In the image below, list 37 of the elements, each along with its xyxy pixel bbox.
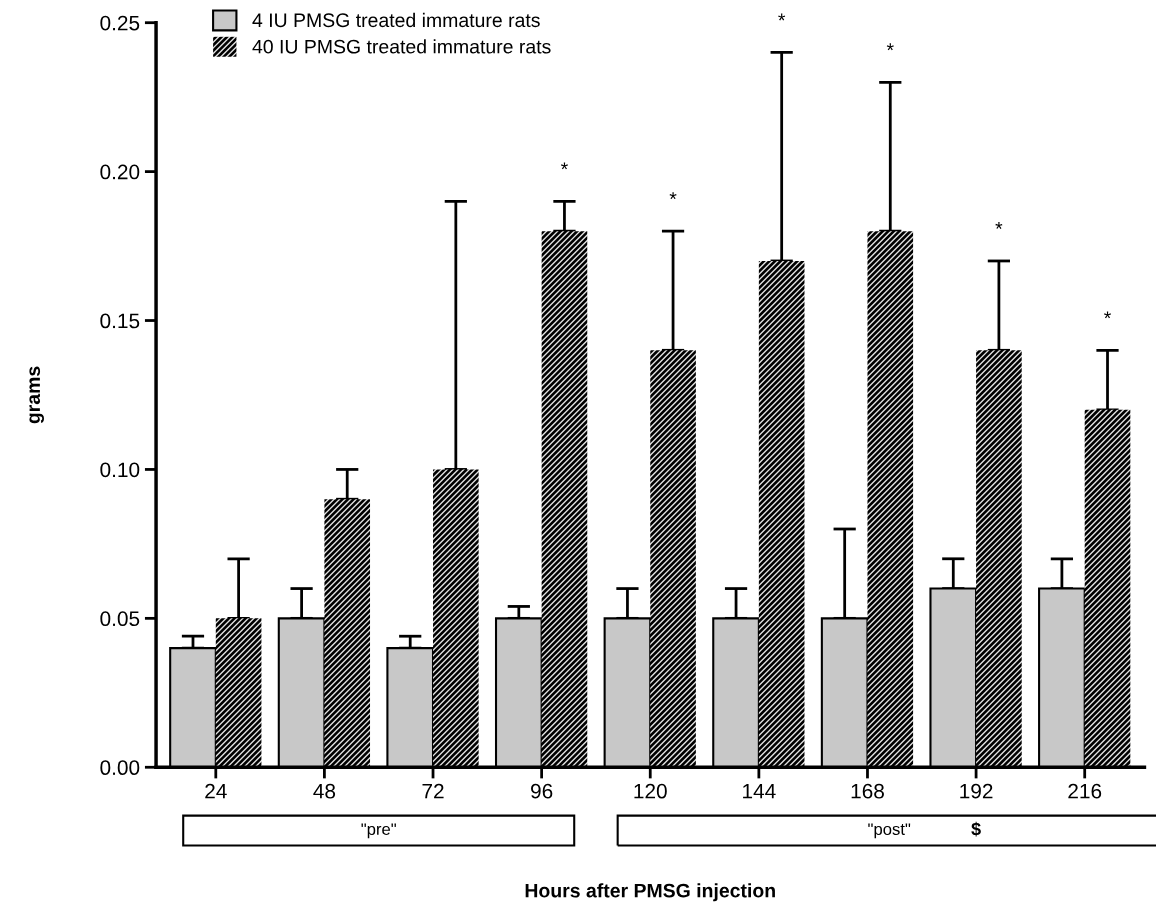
- x-axis-title: Hours after PMSG injection: [525, 883, 775, 902]
- y-tick-label: 0.15: [100, 313, 140, 329]
- y-axis-title: grams: [29, 366, 44, 424]
- bar: [1084, 409, 1131, 768]
- x-tick-label: 144: [743, 784, 776, 799]
- annotation: *: [886, 43, 894, 51]
- annotation: *: [669, 192, 677, 200]
- y-tick-label: 0.20: [100, 164, 140, 180]
- x-tick-label: 192: [960, 783, 993, 799]
- bar: [541, 231, 588, 768]
- annotation: *: [995, 222, 1003, 229]
- y-tick-label: 0.10: [100, 462, 140, 478]
- bar: [867, 231, 914, 768]
- x-tick-label: 96: [531, 783, 553, 799]
- x-tick-label: 168: [851, 783, 884, 799]
- bar: [215, 618, 262, 768]
- x-tick-label: 216: [1068, 783, 1102, 799]
- annotation: *: [560, 162, 568, 170]
- y-tick-label: 0.25: [100, 15, 140, 31]
- y-tick-label: 0.05: [100, 611, 140, 627]
- x-tick-label: 24: [205, 783, 227, 799]
- text: "pre": [361, 823, 396, 839]
- text: "post": [868, 823, 911, 839]
- bar: [650, 350, 696, 768]
- x-tick-label: 120: [634, 783, 667, 799]
- bar: [976, 350, 1022, 768]
- x-tick-label: 72: [422, 783, 444, 799]
- y-tick-label: 0.00: [100, 760, 140, 776]
- bar: [758, 260, 805, 768]
- bar: [433, 469, 479, 768]
- legend-label: 40 IU PMSG treated immature rats: [252, 39, 551, 54]
- legend-label: 4 IU PMSG treated immature rats: [252, 12, 540, 28]
- text: $: [971, 821, 981, 837]
- bar: [324, 499, 371, 768]
- annotation: *: [1104, 311, 1111, 319]
- x-tick-label: 48: [313, 783, 336, 799]
- text: *: [778, 13, 786, 21]
